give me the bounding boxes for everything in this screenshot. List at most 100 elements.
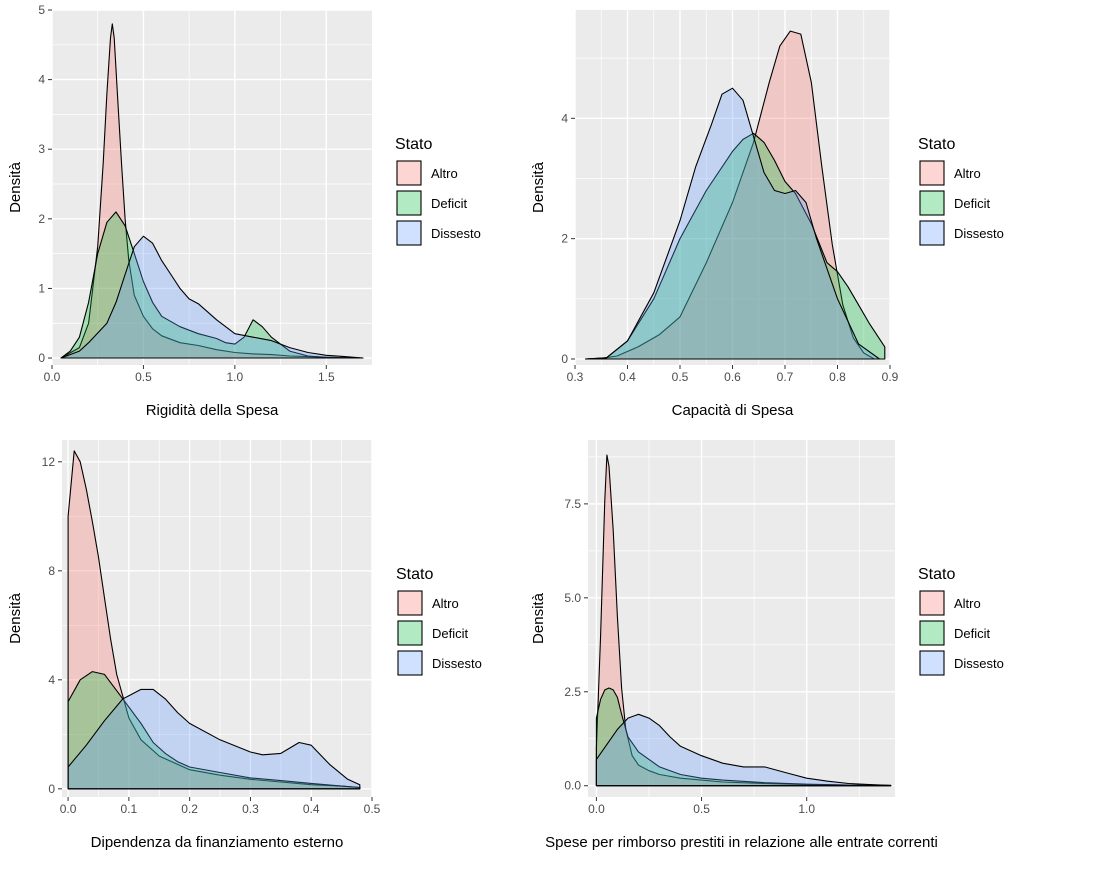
- legend-key-background: [396, 220, 422, 246]
- x-tick-label: 0.1: [121, 802, 138, 816]
- legend-key-deficit: [919, 620, 945, 646]
- legend-key-background: [397, 590, 423, 616]
- legend-key-background: [397, 620, 423, 646]
- y-tick-label: 0.0: [564, 779, 581, 793]
- x-tick-label: 0.0: [44, 370, 61, 384]
- density-area-dissesto: [595, 713, 892, 787]
- legend-label-altro: Altro: [954, 166, 981, 181]
- legend-label-altro: Altro: [432, 596, 459, 611]
- legend-key-dissesto: [919, 220, 945, 246]
- legend-label-dissesto: Dissesto: [954, 656, 1004, 671]
- legend-label-deficit: Deficit: [954, 196, 991, 211]
- legend-key-background: [919, 650, 945, 676]
- x-tick-label: 0.6: [724, 370, 741, 384]
- density-areas: [60, 23, 364, 359]
- legend-key-background: [919, 190, 945, 216]
- panel-background: [62, 440, 372, 797]
- density-area-deficit: [584, 132, 886, 360]
- legend-label-deficit: Deficit: [431, 196, 468, 211]
- legend-key-background: [396, 190, 422, 216]
- y-tick-label: 2: [38, 212, 45, 226]
- legend: Stato Altro Deficit Dissesto: [918, 566, 1004, 676]
- panel-3: 0.0 0.1 0.2 0.3 0.4 0.5 0 4 8 12 Dipendenza da fin…: [7, 440, 482, 851]
- density-area-dissesto: [67, 688, 361, 790]
- density-area-deficit: [595, 687, 892, 787]
- y-tick-label: 4: [38, 73, 45, 87]
- legend-title: Stato: [918, 566, 955, 583]
- legend-key-altro: [919, 160, 945, 186]
- x-tick-label: 1.0: [227, 370, 244, 384]
- legend-key-background: [919, 160, 945, 186]
- legend: Stato Altro Deficit Dissesto: [395, 136, 481, 246]
- panel-background: [588, 440, 895, 797]
- panel-1: 0.0 0.5 1.0 1.5 0 1 2 3 4 5 Rigidità della Spesa De…: [7, 3, 481, 419]
- y-tick-label: 12: [42, 455, 56, 469]
- density-area-deficit: [67, 671, 361, 790]
- y-tick-label: 1: [38, 281, 45, 295]
- x-tick-label: 0.4: [619, 370, 636, 384]
- legend-key-deficit: [397, 620, 423, 646]
- legend: Stato Altro Deficit Dissesto: [396, 566, 482, 676]
- density-area-dissesto: [584, 87, 881, 360]
- legend-title: Stato: [918, 136, 955, 153]
- density-areas: [67, 450, 361, 790]
- legend-label-dissesto: Dissesto: [954, 226, 1004, 241]
- x-tick-label: 0.3: [242, 802, 259, 816]
- x-axis-label: Spese per rimborso prestiti in relazione…: [545, 834, 938, 851]
- x-axis-label: Capacità di Spesa: [672, 402, 794, 419]
- legend-label-deficit: Deficit: [954, 626, 991, 641]
- y-tick-label: 2: [561, 232, 568, 246]
- y-tick-label: 0: [38, 351, 45, 365]
- x-axis-label: Rigidità della Spesa: [146, 402, 279, 419]
- legend-key-dissesto: [396, 220, 422, 246]
- legend-key-background: [397, 650, 423, 676]
- panel-2: 0.3 0.4 0.5 0.6 0.7 0.8 0.9 0 2 4 Capacità di Spes…: [530, 10, 1004, 419]
- y-axis-label: Densità: [530, 161, 547, 213]
- legend-label-altro: Altro: [954, 596, 981, 611]
- panel-4: 0.0 0.5 1.0 0.0 2.5 5.0 7.5 Spese per rimborso …: [530, 440, 1004, 851]
- density-area-altro: [60, 23, 364, 359]
- x-tick-label: 0.5: [364, 802, 381, 816]
- x-tick-label: 1.5: [318, 370, 335, 384]
- x-tick-label: 1.0: [798, 802, 815, 816]
- legend-title: Stato: [395, 136, 432, 153]
- y-tick-label: 5: [38, 3, 45, 17]
- y-tick-label: 3: [38, 142, 45, 156]
- legend-key-deficit: [396, 190, 422, 216]
- y-tick-label: 5.0: [564, 591, 581, 605]
- y-axis-label: Densità: [7, 592, 24, 644]
- y-tick-label: 4: [561, 111, 568, 125]
- legend-key-altro: [396, 160, 422, 186]
- x-tick-label: 0.7: [777, 370, 794, 384]
- legend-key-altro: [397, 590, 423, 616]
- density-area-altro: [584, 30, 875, 360]
- legend-key-altro: [919, 590, 945, 616]
- x-tick-label: 0.8: [829, 370, 846, 384]
- density-area-altro: [67, 450, 361, 790]
- y-tick-label: 0: [48, 782, 55, 796]
- legend-key-background: [919, 220, 945, 246]
- x-tick-label: 0.5: [672, 370, 689, 384]
- legend-label-dissesto: Dissesto: [431, 226, 481, 241]
- legend-key-background: [919, 620, 945, 646]
- y-tick-label: 8: [48, 564, 55, 578]
- y-axis-label: Densità: [7, 161, 24, 213]
- x-tick-label: 0.3: [567, 370, 584, 384]
- density-areas: [584, 30, 886, 360]
- legend: Stato Altro Deficit Dissesto: [918, 136, 1004, 246]
- legend-key-background: [919, 590, 945, 616]
- x-tick-label: 0.0: [60, 802, 77, 816]
- panel-background: [52, 10, 372, 365]
- x-tick-label: 0.5: [135, 370, 152, 384]
- x-tick-label: 0.9: [882, 370, 899, 384]
- density-areas: [595, 454, 892, 787]
- y-axis-label: Densità: [530, 592, 547, 644]
- x-axis-label: Dipendenza da finanziamento esterno: [91, 834, 344, 851]
- legend-title: Stato: [396, 566, 433, 583]
- y-tick-label: 2.5: [564, 685, 581, 699]
- legend-key-dissesto: [397, 650, 423, 676]
- legend-label-deficit: Deficit: [432, 626, 469, 641]
- legend-key-background: [396, 160, 422, 186]
- density-area-deficit: [60, 211, 364, 359]
